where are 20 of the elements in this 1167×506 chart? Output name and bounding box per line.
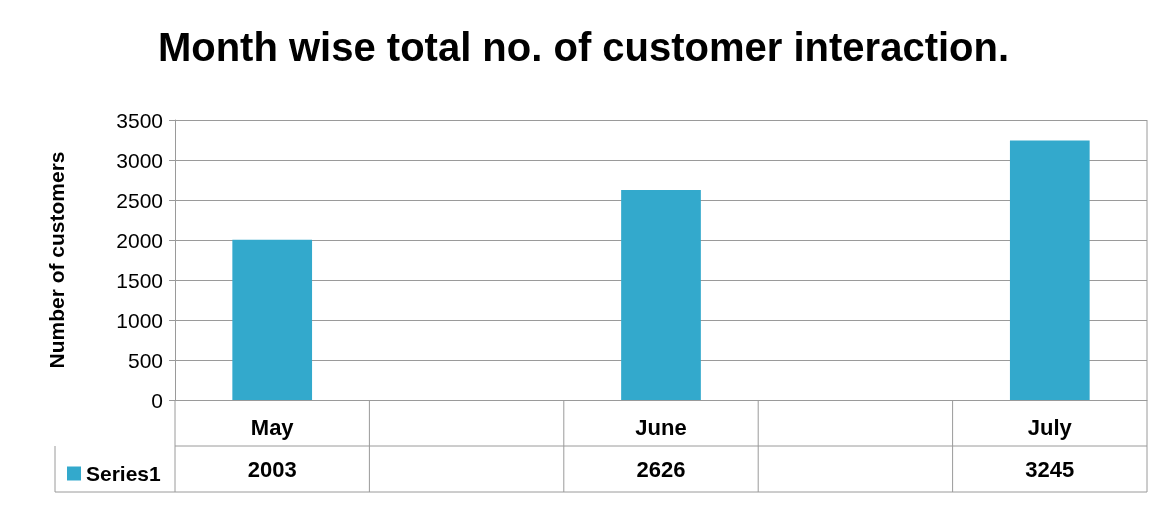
y-axis-title: Number of customers (45, 151, 68, 369)
x-tick-label: May (250, 414, 295, 440)
chart-title: Month wise total no. of customer interaction. (157, 25, 1010, 69)
y-tick-label: 0 (151, 388, 163, 412)
x-tick-label: July (1027, 414, 1073, 440)
x-tick-label: June (635, 414, 687, 440)
y-tick-label: 2500 (116, 188, 163, 212)
y-tick-label: 3500 (116, 108, 163, 132)
data-label: 2626 (636, 456, 686, 482)
bar (232, 239, 313, 400)
bar (621, 189, 701, 400)
bar (1009, 140, 1090, 400)
data-label: 2003 (247, 456, 297, 482)
y-tick-label: 3000 (116, 148, 163, 172)
y-tick-label: 1500 (116, 268, 163, 292)
data-label: 3245 (1025, 456, 1075, 482)
legend-label: Series1 (86, 462, 162, 485)
y-tick-label: 500 (127, 348, 163, 372)
y-tick-label: 1000 (116, 308, 163, 332)
y-tick-label: 2000 (116, 228, 163, 252)
